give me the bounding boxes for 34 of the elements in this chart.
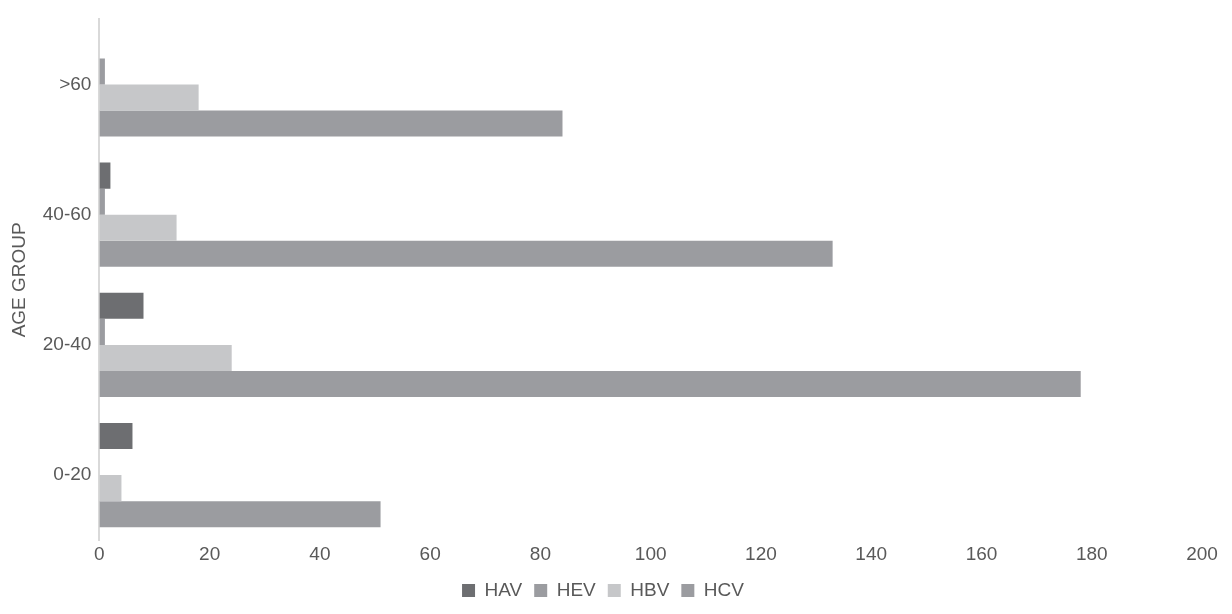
y-tick-label: >60 bbox=[59, 72, 92, 94]
legend-label: HBV bbox=[630, 578, 670, 600]
bar bbox=[99, 370, 1081, 397]
x-tick-label: 140 bbox=[855, 542, 888, 564]
legend-label: HEV bbox=[556, 578, 597, 600]
bar bbox=[99, 475, 122, 502]
bar bbox=[99, 188, 105, 215]
bar bbox=[99, 110, 563, 137]
x-tick-label: 160 bbox=[965, 542, 998, 564]
x-tick-label: 200 bbox=[1186, 542, 1218, 564]
bar bbox=[99, 240, 833, 267]
x-tick-label: 0 bbox=[94, 542, 105, 564]
y-axis-title: AGE GROUP bbox=[7, 222, 29, 338]
bar bbox=[99, 344, 232, 371]
y-tick-label: 0-20 bbox=[53, 463, 92, 485]
bar bbox=[99, 318, 105, 345]
x-tick-label: 60 bbox=[419, 542, 441, 564]
x-tick-label: 40 bbox=[309, 542, 331, 564]
x-tick-label: 120 bbox=[745, 542, 777, 564]
bar bbox=[99, 162, 111, 189]
x-tick-label: 100 bbox=[634, 542, 667, 564]
bar bbox=[99, 58, 105, 85]
x-tick-label: 80 bbox=[529, 542, 552, 564]
legend-label: HAV bbox=[484, 578, 523, 600]
bar bbox=[99, 214, 177, 241]
bar bbox=[99, 84, 199, 111]
x-tick-label: 180 bbox=[1075, 542, 1108, 564]
bar bbox=[99, 292, 144, 319]
x-tick-label: 20 bbox=[199, 542, 221, 564]
y-tick-label: 40-60 bbox=[42, 202, 92, 224]
bar bbox=[99, 501, 381, 528]
legend-label: HCV bbox=[703, 578, 745, 600]
bar bbox=[99, 423, 133, 450]
y-tick-label: 20-40 bbox=[42, 333, 92, 355]
